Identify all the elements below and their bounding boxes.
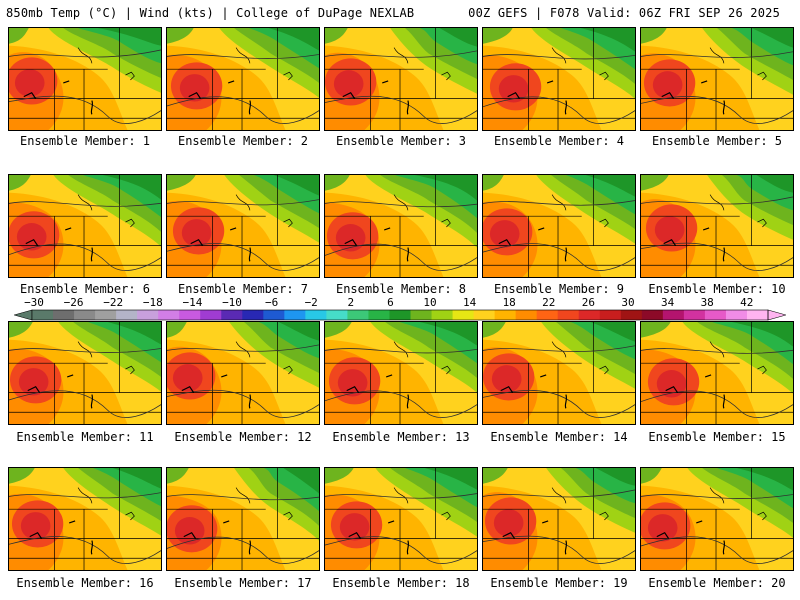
colorbar-segment — [641, 310, 664, 320]
ensemble-member-map — [166, 174, 320, 278]
colorbar-tick-label: −30 — [24, 296, 44, 309]
colorbar-tick-label: 18 — [502, 296, 516, 309]
ensemble-member-map — [640, 174, 794, 278]
colorbar-segment — [53, 310, 75, 320]
colorbar-segment — [368, 310, 390, 320]
ensemble-member-map — [324, 467, 478, 571]
colorbar-segment — [515, 310, 538, 320]
colorbar-segment — [683, 310, 706, 320]
ensemble-member-caption: Ensemble Member: 4 — [493, 134, 625, 148]
colorbar — [14, 302, 786, 326]
ensemble-member-map — [8, 321, 162, 425]
ensemble-member-map — [482, 467, 636, 571]
colorbar-segment — [137, 310, 159, 320]
ensemble-member-caption: Ensemble Member: 17 — [174, 576, 312, 590]
ensemble-member-map — [640, 467, 794, 571]
colorbar-segment — [662, 310, 685, 320]
colorbar-segment — [263, 310, 285, 320]
ensemble-member-caption: Ensemble Member: 12 — [174, 430, 312, 444]
colorbar-segment — [746, 310, 769, 320]
colorbar-segment — [599, 310, 622, 320]
colorbar-tick-label: −10 — [222, 296, 242, 309]
ensemble-member-caption: Ensemble Member: 2 — [177, 134, 309, 148]
ensemble-member-map — [166, 27, 320, 131]
colorbar-tick-label: −18 — [142, 296, 163, 309]
ensemble-member-map — [8, 27, 162, 131]
colorbar-segment — [74, 310, 96, 320]
page-title: 850mb Temp (°C) | Wind (kts) | College o… — [6, 6, 415, 20]
ensemble-member-map — [482, 27, 636, 131]
ensemble-member-caption: Ensemble Member: 14 — [490, 430, 628, 444]
colorbar-left-arrow — [14, 309, 33, 321]
ensemble-member-caption: Ensemble Member: 1 — [19, 134, 151, 148]
colorbar-segment — [578, 310, 601, 320]
ensemble-member-map — [640, 321, 794, 425]
colorbar-tick-label: 6 — [387, 296, 394, 309]
model-run-info: 00Z GEFS | F078 Valid: 06Z FRI SEP 26 20… — [468, 6, 780, 20]
ensemble-member-caption: Ensemble Member: 11 — [16, 430, 154, 444]
ensemble-member-map — [166, 467, 320, 571]
colorbar-tick-label: −6 — [264, 296, 279, 309]
colorbar-segment — [389, 310, 412, 320]
ensemble-member-caption: Ensemble Member: 3 — [335, 134, 467, 148]
colorbar-tick-label: 30 — [621, 296, 635, 309]
ensemble-member-caption: Ensemble Member: 16 — [16, 576, 154, 590]
colorbar-segment — [179, 310, 201, 320]
ensemble-member-caption: Ensemble Member: 9 — [493, 282, 625, 296]
colorbar-tick-label: −2 — [304, 296, 318, 309]
ensemble-member-map — [8, 467, 162, 571]
ensemble-member-map — [640, 27, 794, 131]
colorbar-segment — [536, 310, 559, 320]
ensemble-member-caption: Ensemble Member: 7 — [177, 282, 309, 296]
ensemble-member-caption: Ensemble Member: 18 — [332, 576, 470, 590]
ensemble-member-map — [324, 27, 478, 131]
ensemble-member-caption: Ensemble Member: 10 — [648, 282, 786, 296]
colorbar-segment — [95, 310, 117, 320]
ensemble-member-caption: Ensemble Member: 13 — [332, 430, 470, 444]
ensemble-member-map — [8, 174, 162, 278]
ensemble-member-map — [324, 321, 478, 425]
colorbar-segment — [704, 310, 727, 320]
colorbar-segment — [452, 310, 475, 320]
colorbar-segment — [221, 310, 243, 320]
colorbar-segment — [620, 310, 643, 320]
colorbar-tick-label: 22 — [542, 296, 556, 309]
ensemble-member-caption: Ensemble Member: 5 — [651, 134, 783, 148]
colorbar-right-arrow — [767, 309, 786, 321]
colorbar-segment — [410, 310, 433, 320]
colorbar-segment — [473, 310, 496, 320]
colorbar-tick-label: 38 — [700, 296, 714, 309]
colorbar-segment — [725, 310, 748, 320]
colorbar-tick-label: 26 — [581, 296, 596, 309]
colorbar-tick-label: 2 — [347, 296, 355, 309]
ensemble-member-map — [482, 174, 636, 278]
colorbar-segment — [116, 310, 138, 320]
colorbar-segment — [158, 310, 180, 320]
colorbar-segment — [32, 310, 54, 320]
colorbar-tick-label: 42 — [740, 296, 754, 309]
ensemble-member-map — [324, 174, 478, 278]
colorbar-tick-label: 10 — [423, 296, 437, 309]
colorbar-segment — [557, 310, 580, 320]
colorbar-segment — [494, 310, 517, 320]
colorbar-tick-label: −14 — [182, 296, 203, 309]
colorbar-tick-label: −26 — [63, 296, 84, 309]
colorbar-segment — [431, 310, 454, 320]
ensemble-member-map — [482, 321, 636, 425]
ensemble-member-map — [166, 321, 320, 425]
colorbar-segment — [347, 310, 369, 320]
ensemble-member-caption: Ensemble Member: 15 — [648, 430, 786, 444]
colorbar-tick-label: 34 — [660, 296, 675, 309]
colorbar-segment — [284, 310, 306, 320]
ensemble-member-caption: Ensemble Member: 19 — [490, 576, 628, 590]
colorbar-segment — [305, 310, 327, 320]
ensemble-member-caption: Ensemble Member: 8 — [335, 282, 467, 296]
ensemble-member-caption: Ensemble Member: 6 — [19, 282, 151, 296]
colorbar-segment — [242, 310, 264, 320]
colorbar-segment — [200, 310, 222, 320]
ensemble-member-caption: Ensemble Member: 20 — [648, 576, 786, 590]
colorbar-tick-label: −22 — [103, 296, 124, 309]
colorbar-segment — [326, 310, 348, 320]
colorbar-tick-label: 14 — [462, 296, 477, 309]
